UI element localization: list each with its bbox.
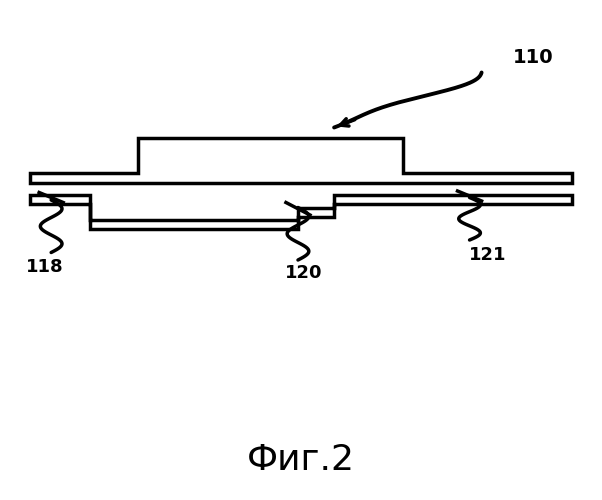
Polygon shape — [30, 195, 572, 229]
Text: Фиг.2: Фиг.2 — [247, 443, 355, 477]
Text: 118: 118 — [26, 258, 64, 276]
Text: 110: 110 — [512, 48, 553, 67]
Text: 120: 120 — [285, 264, 323, 281]
Text: 121: 121 — [469, 246, 506, 264]
Polygon shape — [30, 138, 572, 182]
